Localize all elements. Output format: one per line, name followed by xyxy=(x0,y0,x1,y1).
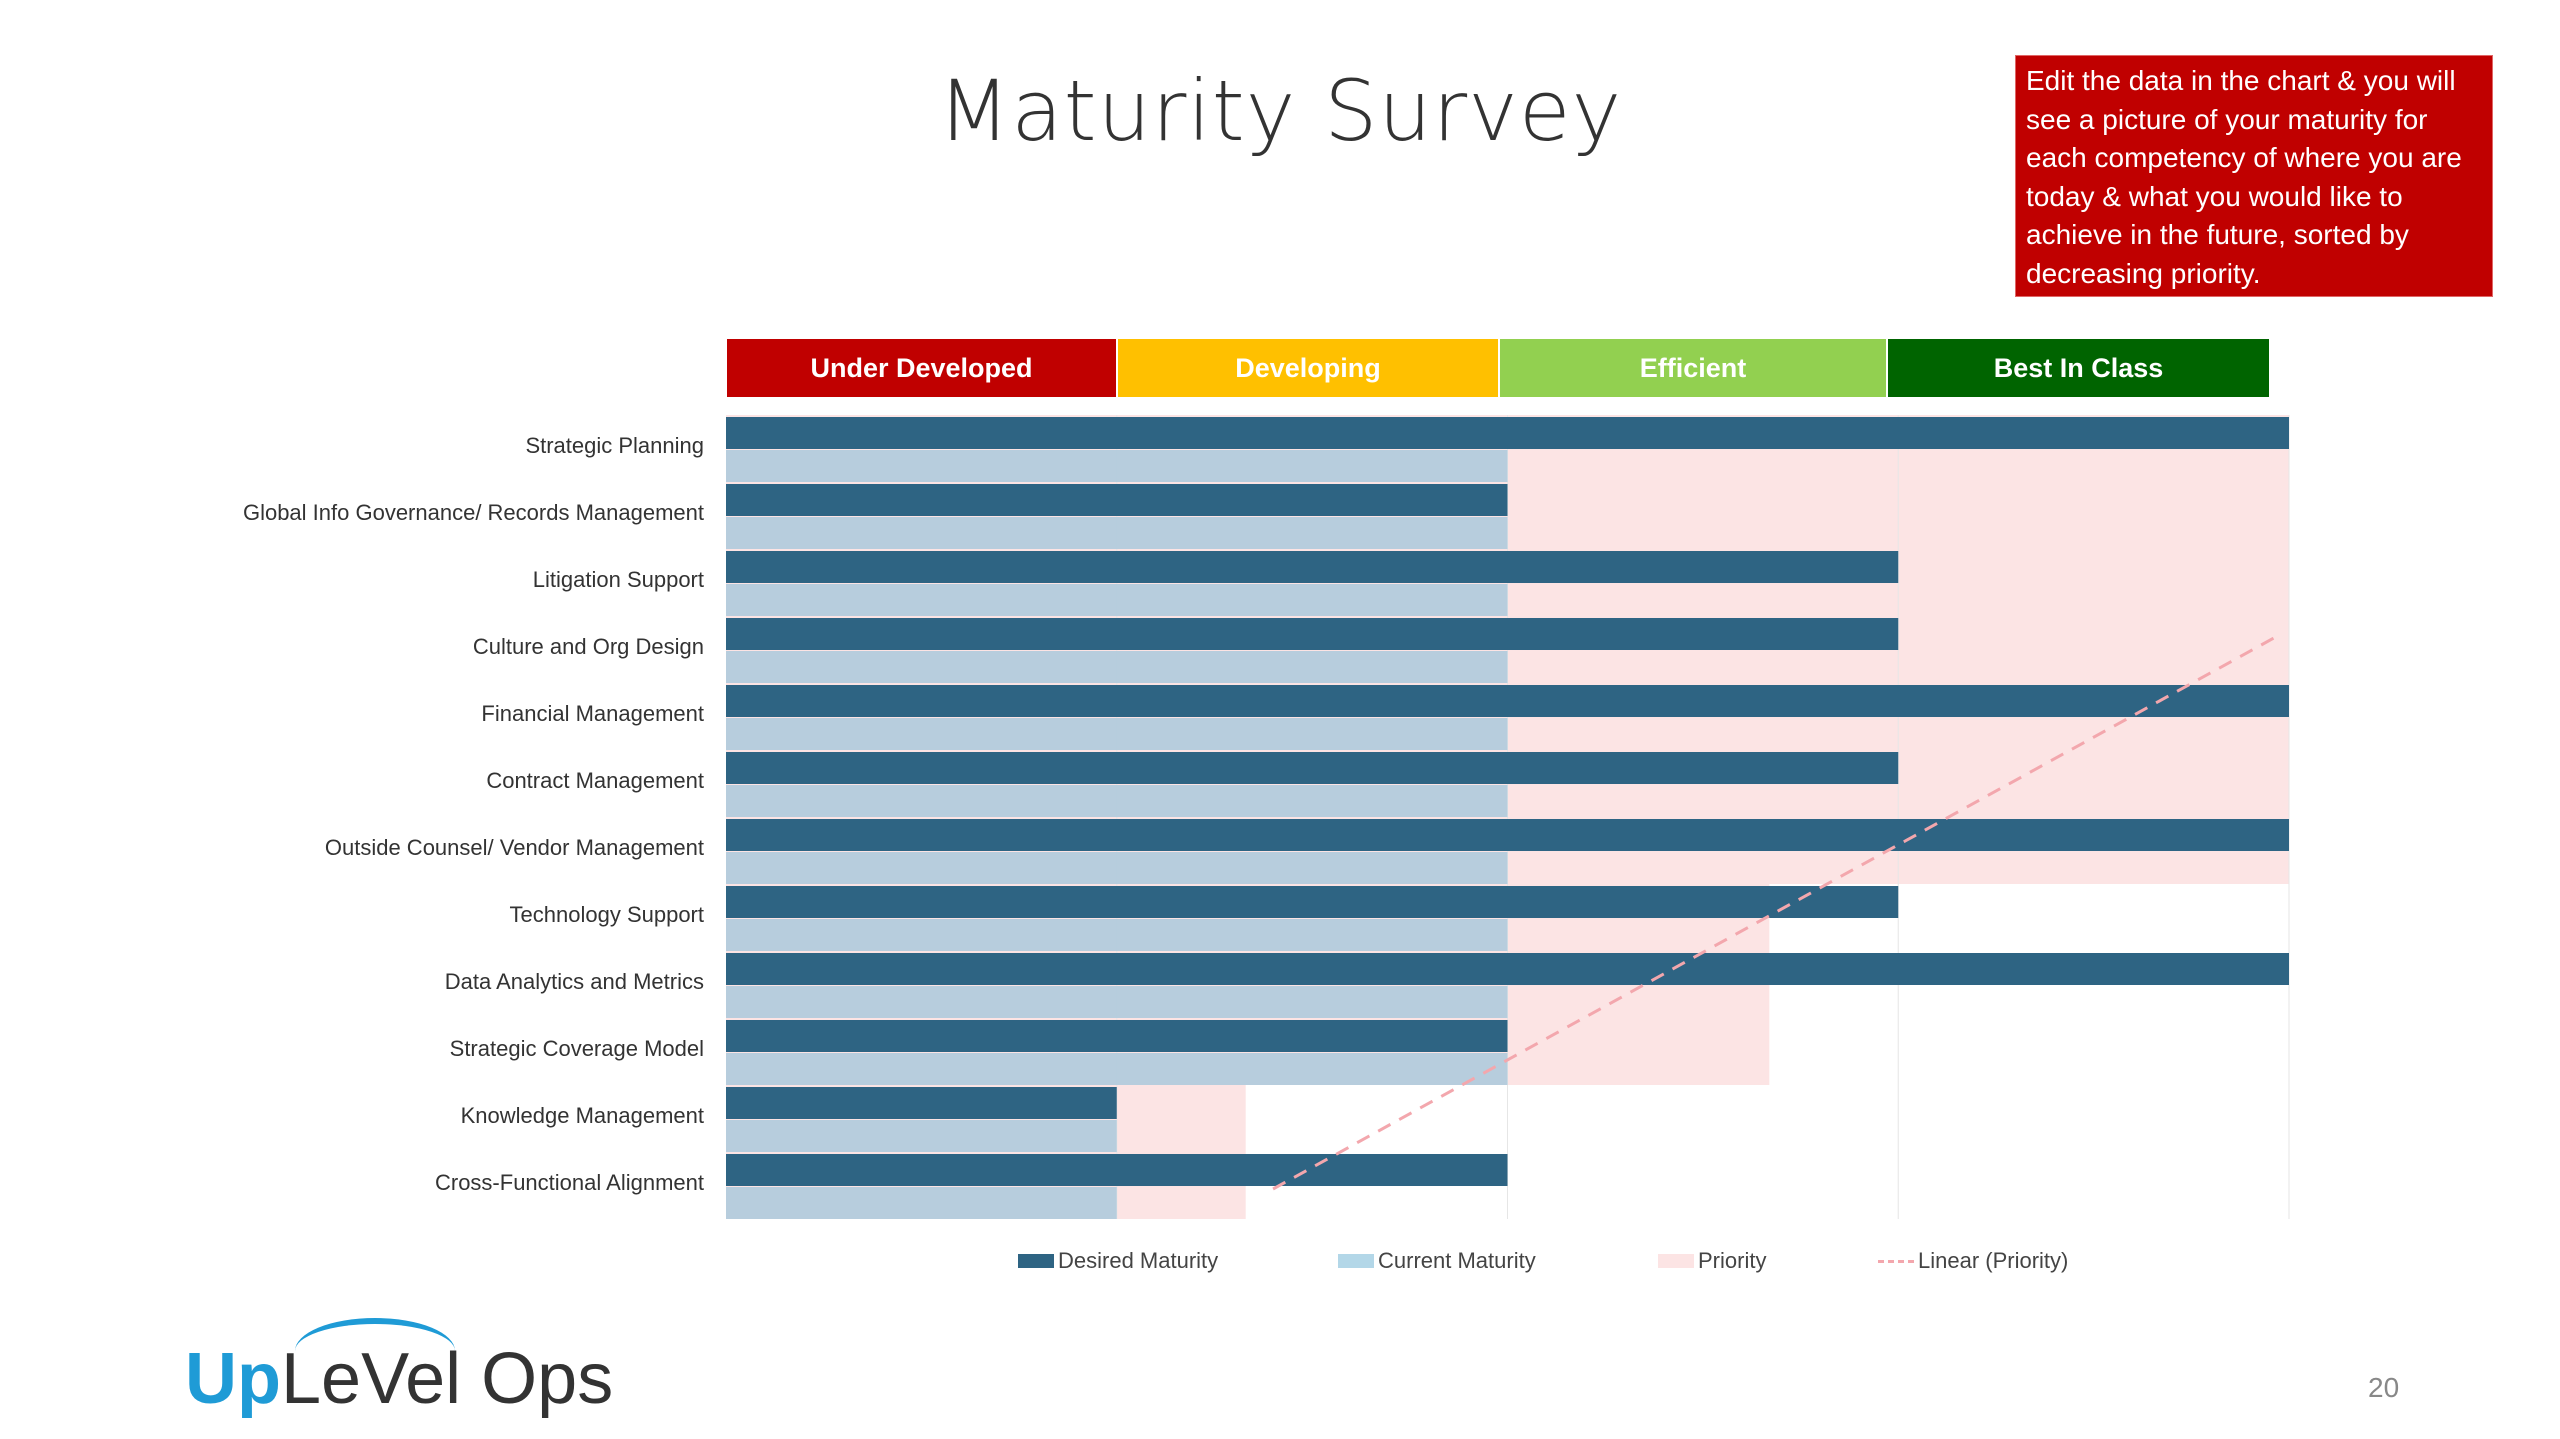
desired-maturity-bar xyxy=(726,886,1899,918)
category-label: Strategic Planning xyxy=(525,433,704,458)
category-label: Strategic Coverage Model xyxy=(449,1036,704,1061)
legend-linear-label: Linear (Priority) xyxy=(1918,1248,2069,1273)
desired-maturity-bar xyxy=(726,417,2289,449)
category-label: Litigation Support xyxy=(532,567,704,592)
category-label: Technology Support xyxy=(509,902,704,927)
category-label: Culture and Org Design xyxy=(472,634,704,659)
current-maturity-bar xyxy=(726,1187,1117,1219)
desired-maturity-bar xyxy=(726,953,2289,985)
desired-maturity-bar xyxy=(726,618,1899,650)
current-maturity-bar xyxy=(726,517,1508,549)
current-maturity-bar xyxy=(726,1120,1117,1152)
desired-maturity-bar xyxy=(726,685,2289,717)
category-label: Cross-Functional Alignment xyxy=(434,1170,704,1195)
legend-priority: Priority xyxy=(1658,1248,1766,1274)
category-label: Contract Management xyxy=(486,768,704,793)
legend-desired: Desired Maturity xyxy=(1018,1248,1218,1274)
current-maturity-bar xyxy=(726,584,1508,616)
band-best-in-class: Best In Class xyxy=(1887,338,2270,398)
legend-linear-swatch xyxy=(1878,1259,1914,1263)
page-title: Maturity Survey xyxy=(937,62,1623,160)
page-number: 20 xyxy=(2368,1372,2400,1403)
logo-arc xyxy=(295,1318,455,1384)
maturity-band-header: Under Developed Developing Efficient Bes… xyxy=(726,338,2270,398)
category-label: Global Info Governance/ Records Manageme… xyxy=(242,500,704,525)
desired-maturity-bar xyxy=(726,551,1899,583)
legend-desired-swatch xyxy=(1018,1254,1054,1268)
desired-maturity-bar xyxy=(726,819,2289,851)
current-maturity-bar xyxy=(726,919,1508,951)
legend-current: Current Maturity xyxy=(1338,1248,1536,1274)
category-label: Data Analytics and Metrics xyxy=(444,969,704,994)
band-efficient: Efficient xyxy=(1499,338,1887,398)
legend-linear: Linear (Priority) xyxy=(1878,1248,2068,1274)
band-developing: Developing xyxy=(1117,338,1499,398)
logo-up: Up xyxy=(185,1339,281,1419)
current-maturity-bar xyxy=(726,852,1508,884)
category-label: Financial Management xyxy=(481,701,704,726)
current-maturity-bar xyxy=(726,651,1508,683)
legend-current-label: Current Maturity xyxy=(1378,1248,1536,1273)
uplevel-ops-logo: UpLeVel Ops xyxy=(185,1318,613,1420)
instruction-note: Edit the data in the chart & you will se… xyxy=(2015,55,2493,297)
legend-desired-label: Desired Maturity xyxy=(1058,1248,1219,1273)
legend-priority-label: Priority xyxy=(1698,1248,1767,1273)
desired-maturity-bar xyxy=(726,1087,1117,1119)
desired-maturity-bar xyxy=(726,484,1508,516)
category-label: Outside Counsel/ Vendor Management xyxy=(324,835,704,860)
current-maturity-bar xyxy=(726,718,1508,750)
band-under-developed: Under Developed xyxy=(726,338,1117,398)
current-maturity-bar xyxy=(726,986,1508,1018)
desired-maturity-bar xyxy=(726,1154,1508,1186)
legend-current-swatch xyxy=(1338,1254,1374,1268)
current-maturity-bar xyxy=(726,785,1508,817)
legend-priority-swatch xyxy=(1658,1254,1694,1268)
desired-maturity-bar xyxy=(726,752,1899,784)
current-maturity-bar xyxy=(726,450,1508,482)
desired-maturity-bar xyxy=(726,1020,1508,1052)
current-maturity-bar xyxy=(726,1053,1508,1085)
category-label: Knowledge Management xyxy=(460,1103,704,1128)
